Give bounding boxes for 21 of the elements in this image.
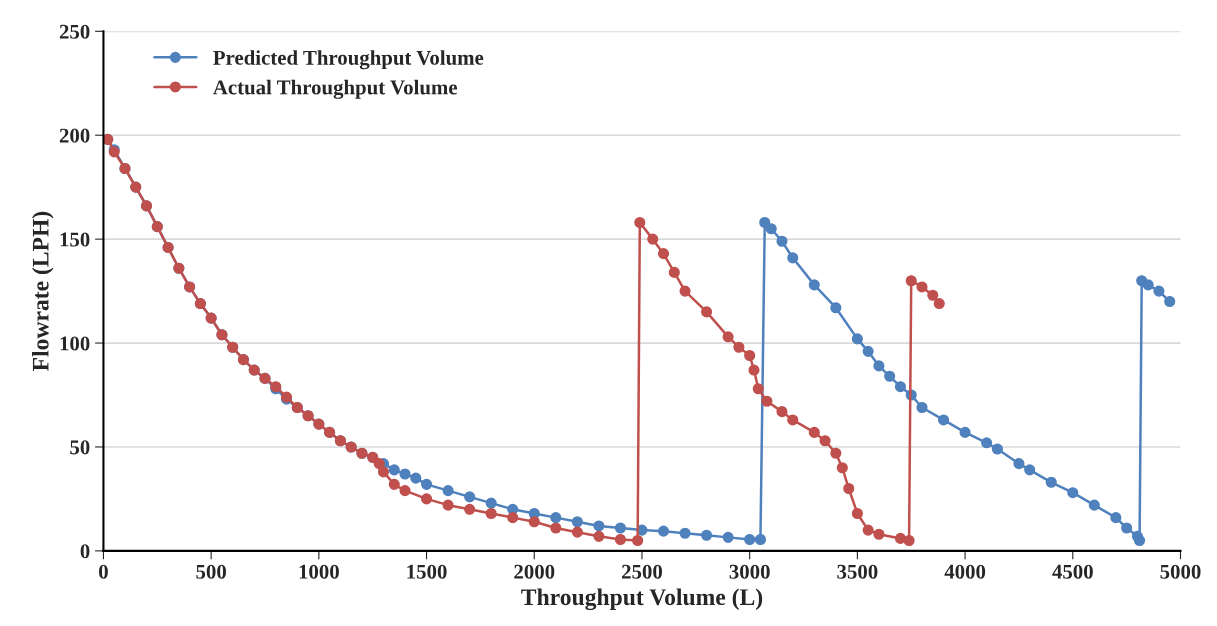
x-tick-label: 1000 [299,564,339,579]
x-tick-label: 4000 [944,564,986,579]
legend-label: Predicted Throughput Volume [213,50,484,70]
y-tick-label: 50 [70,440,90,455]
x-tick-label: 5000 [1160,564,1201,579]
y-axis-title: Flowrate (LPH) [32,211,54,371]
y-tick-label: 250 [59,24,90,39]
x-tick-label: 3500 [837,564,878,579]
legend-label: Actual Throughput Volume [213,79,458,99]
x-tick-label: 2500 [622,564,663,579]
y-tick-label: 100 [60,336,90,351]
y-tick-label: 150 [60,232,90,247]
x-axis-title: Throughput Volume (L) [521,588,763,611]
x-tick-label: 500 [196,564,226,579]
x-tick-label: 1500 [407,564,447,579]
x-tick-label: 3000 [729,564,770,579]
x-tick-label: 0 [99,564,108,579]
y-tick-label: 0 [80,544,90,559]
y-tick-label: 200 [59,128,90,143]
x-tick-label: 4500 [1052,564,1093,579]
x-tick-label: 2000 [514,564,555,579]
